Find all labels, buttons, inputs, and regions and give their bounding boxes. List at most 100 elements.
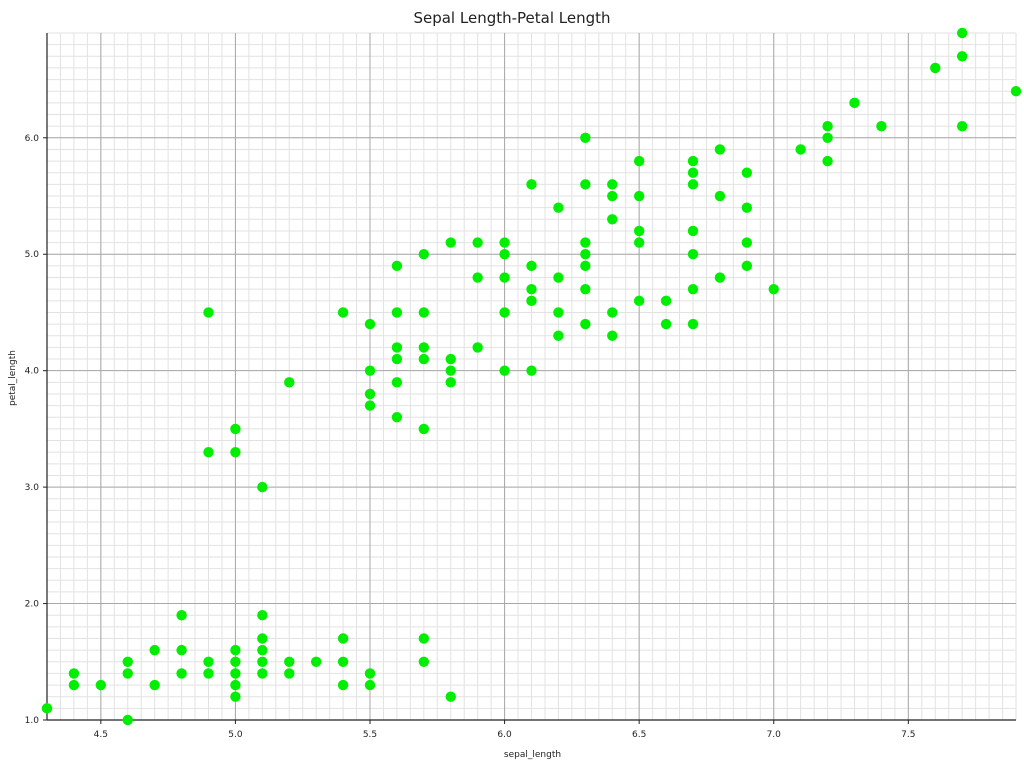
scatter-point xyxy=(364,400,376,411)
x-tick-label: 6.0 xyxy=(497,730,512,740)
scatter-point xyxy=(391,377,403,388)
scatter-point xyxy=(68,679,80,691)
scatter-point xyxy=(580,249,591,260)
scatter-point xyxy=(257,610,268,621)
scatter-point xyxy=(633,295,645,307)
scatter-point xyxy=(257,656,268,667)
scatter-point xyxy=(418,307,430,318)
scatter-point xyxy=(687,249,699,260)
scatter-point xyxy=(687,155,699,167)
scatter-point xyxy=(230,446,241,458)
scatter-point xyxy=(391,412,403,423)
scatter-point xyxy=(633,225,645,237)
scatter-point xyxy=(364,679,376,691)
scatter-point xyxy=(284,656,295,667)
scatter-point xyxy=(122,656,133,667)
scatter-point xyxy=(499,307,510,318)
scatter-point xyxy=(660,295,672,307)
scatter-point xyxy=(176,610,187,621)
x-tick-label: 5.5 xyxy=(363,730,377,740)
scatter-point xyxy=(418,633,430,644)
scatter-point xyxy=(768,283,779,295)
y-axis-ticks: 1.0 2.0 3.0 4.0 5.0 6.0 xyxy=(25,134,47,726)
scatter-point xyxy=(230,691,241,702)
scatter-point xyxy=(526,283,537,295)
scatter-point xyxy=(607,307,618,318)
scatter-point xyxy=(876,120,887,132)
scatter-point xyxy=(284,668,295,679)
scatter-point xyxy=(633,190,645,202)
scatter-point xyxy=(257,668,268,679)
scatter-point xyxy=(364,318,376,330)
scatter-point xyxy=(445,691,456,702)
y-tick-label: 3.0 xyxy=(25,483,40,493)
minor-grid xyxy=(46,32,1017,721)
scatter-point xyxy=(580,283,591,295)
scatter-point xyxy=(203,307,214,318)
scatter-point xyxy=(391,307,403,318)
scatter-point xyxy=(122,668,133,679)
scatter-point xyxy=(149,644,160,656)
x-tick-label: 6.5 xyxy=(632,730,646,740)
scatter-point xyxy=(499,237,510,248)
scatter-point xyxy=(633,237,645,248)
scatter-point xyxy=(822,132,833,143)
scatter-point xyxy=(176,644,187,656)
y-tick-label: 1.0 xyxy=(25,716,40,726)
scatter-point xyxy=(472,237,483,248)
y-tick-label: 2.0 xyxy=(25,600,40,610)
scatter-point xyxy=(956,51,968,62)
scatter-point xyxy=(445,377,456,388)
scatter-point xyxy=(391,353,403,365)
x-tick-label: 7.5 xyxy=(901,730,915,740)
scatter-point xyxy=(418,353,430,365)
scatter-point xyxy=(956,120,968,132)
scatter-point xyxy=(526,260,537,272)
scatter-point xyxy=(849,97,860,109)
scatter-point xyxy=(930,62,941,74)
scatter-point xyxy=(149,679,160,691)
scatter-point xyxy=(95,679,107,691)
scatter-point xyxy=(687,283,699,295)
scatter-point xyxy=(580,132,591,143)
scatter-point xyxy=(714,144,726,155)
scatter-point xyxy=(499,365,510,376)
scatter-point xyxy=(499,272,510,283)
scatter-point xyxy=(418,342,430,353)
scatter-point xyxy=(337,679,349,691)
scatter-point xyxy=(41,703,53,714)
scatter-point xyxy=(580,260,591,272)
scatter-point xyxy=(418,423,430,435)
scatter-point xyxy=(310,656,322,667)
scatter-point xyxy=(337,307,349,318)
scatter-point xyxy=(553,307,564,318)
scatter-point xyxy=(284,377,295,388)
x-axis-ticks: 4.5 5.0 5.5 6.0 6.5 7.0 7.5 xyxy=(94,720,915,740)
scatter-point xyxy=(1010,86,1022,97)
scatter-point xyxy=(230,644,241,656)
chart-title: Sepal Length-Petal Length xyxy=(413,9,611,27)
scatter-point xyxy=(257,481,268,493)
scatter-point xyxy=(822,155,833,167)
scatter-point xyxy=(203,668,214,679)
scatter-point xyxy=(337,633,349,644)
scatter-point xyxy=(553,272,564,283)
scatter-point xyxy=(445,365,456,376)
scatter-point xyxy=(741,237,753,248)
y-tick-label: 4.0 xyxy=(25,367,40,377)
x-tick-label: 5.0 xyxy=(228,730,243,740)
scatter-point xyxy=(526,179,537,190)
scatter-point xyxy=(741,167,753,178)
axes xyxy=(46,33,1016,721)
scatter-point xyxy=(607,330,618,341)
scatter-point xyxy=(580,179,591,190)
scatter-point xyxy=(633,155,645,167)
scatter-point xyxy=(230,656,241,667)
y-tick-label: 6.0 xyxy=(25,134,40,144)
x-axis-label: sepal_length xyxy=(503,750,562,760)
scatter-point xyxy=(714,272,726,283)
scatter-point xyxy=(526,295,537,307)
scatter-point xyxy=(203,656,214,667)
scatter-point xyxy=(580,318,591,330)
